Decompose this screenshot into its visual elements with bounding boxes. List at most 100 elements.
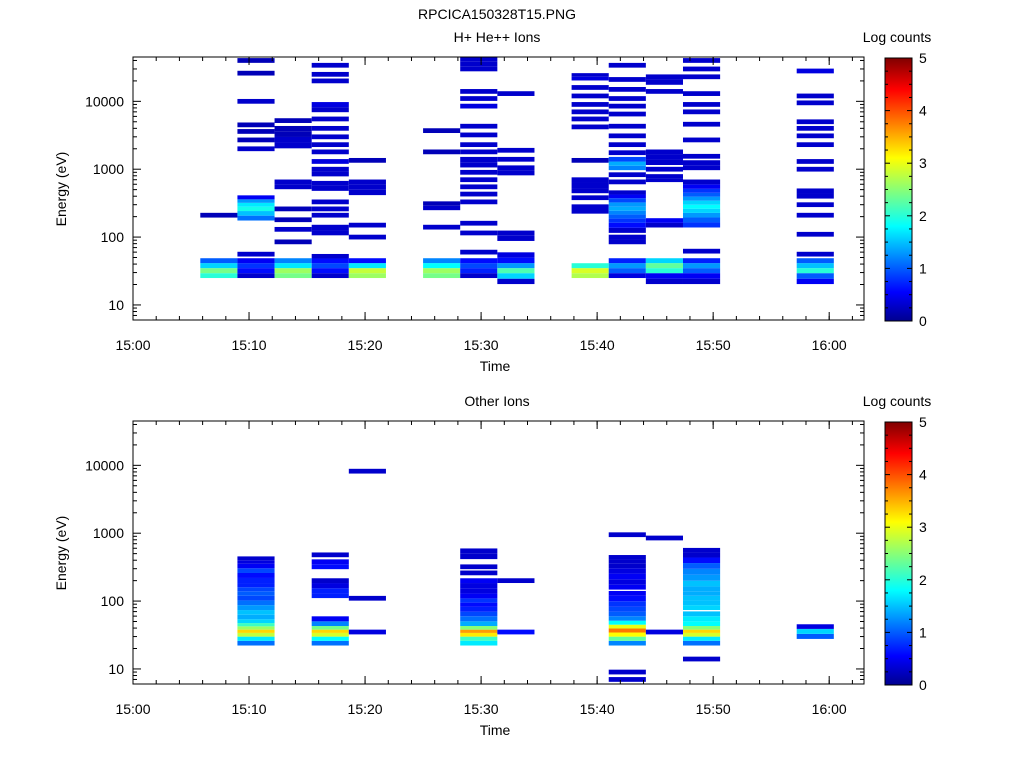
heatmap-cell [311,212,349,218]
heatmap-cell [237,605,275,611]
heatmap-cell [645,174,683,179]
colorbar-tick-label: 0 [919,677,927,693]
heatmap-cell [682,268,721,274]
heatmap-cell [237,273,275,279]
heatmap-cell [645,178,683,183]
heatmap-cell [237,563,275,569]
heatmap-cell [682,563,721,569]
colorbar [884,57,913,322]
heatmap-cell [608,624,646,629]
heatmap-cell [460,268,498,274]
heatmap-cell [645,218,683,223]
heatmap-cell [237,640,275,646]
heatmap-cell [460,629,498,633]
heatmap-cell [645,159,683,165]
heatmap-cell [682,656,721,662]
heatmap-cell [274,125,312,132]
panel-title: Other Ions [464,393,529,409]
heatmap-cell [682,640,721,646]
heatmap-cell [682,196,721,201]
heatmap-cell [311,588,349,594]
heatmap-cell [571,188,609,194]
heatmap-cell [311,629,349,633]
heatmap-cell [237,595,275,601]
heatmap-cell [796,268,834,274]
heatmap-cell [311,268,349,274]
colorbar-tick-label: 1 [919,624,927,640]
heatmap-cell [682,74,721,80]
heatmap-cell [682,574,721,581]
plot-frame [132,56,865,321]
heatmap-cell [460,230,498,236]
heatmap-cell [460,583,498,589]
heatmap-cell [423,201,461,206]
heatmap-cell [311,166,349,172]
heatmap-cell [311,78,349,84]
heatmap-cell [460,588,498,594]
colorbar-tick-label: 4 [919,103,927,119]
heatmap-cell [237,268,275,274]
x-tick-label: 15:20 [348,337,383,353]
heatmap-cell [608,179,646,185]
heatmap-cell [460,249,498,255]
heatmap-cell [460,263,498,269]
heatmap-cell [645,74,683,80]
heatmap-cell [571,124,609,130]
heatmap-cell [571,109,609,115]
heatmap-cell [460,616,498,622]
heatmap-cell [796,273,834,279]
x-tick-label: 16:00 [812,337,847,353]
heatmap-cell [311,134,349,140]
heatmap-cell [497,273,535,279]
heatmap-cell [608,202,646,207]
heatmap-cell [682,160,721,166]
heatmap-cell [682,580,721,587]
heatmap-cell [311,559,349,565]
colorbar-ticks: 0 1 2 3 4 5 [885,414,927,693]
colorbar-tick-label: 5 [919,414,927,430]
heatmap-cell [682,248,721,254]
heatmap-cell [237,202,275,207]
heatmap-cell [571,157,609,163]
heatmap-cell [682,591,721,596]
heatmap-cell [608,77,646,82]
heatmap-cell [460,156,498,163]
heatmap-cell [348,234,386,240]
heatmap-cell [682,188,721,193]
heatmap-cell [311,125,349,131]
heatmap-cell [682,153,721,159]
heatmap-cell [608,133,646,139]
colorbar-tick-label: 4 [919,467,927,483]
heatmap-cell [682,258,721,264]
colorbar-tick-label: 5 [919,50,927,66]
heatmap-cell [682,184,721,189]
heatmap-cell [237,591,275,596]
heatmap-cell [608,206,646,211]
heatmap-cell [274,142,312,149]
figure-title: RPCICA150328T15.PNG [418,6,576,22]
heatmap-cell [497,578,535,584]
heatmap-cell [460,57,498,62]
heatmap-cell [682,557,721,564]
heatmap-cell [311,564,349,570]
heatmap-cell [497,91,535,96]
heatmap-cell [645,273,683,279]
heatmap-cell [608,669,646,675]
x-tick-label: 15:10 [232,701,267,717]
heatmap-cell [423,224,461,230]
heatmap-cell [608,568,646,574]
heatmap-cell [460,191,498,197]
heatmap-cell [682,568,721,575]
x-tick-label: 16:00 [812,701,847,717]
heatmap-cell [796,251,834,257]
heatmap-cell [497,278,535,285]
x-tick-label: 15:10 [232,337,267,353]
heatmap-cell [348,273,386,279]
heatmap-cell [608,190,646,195]
heatmap-cell [608,198,646,203]
x-tick-label: 15:30 [464,337,499,353]
heatmap-cell [571,273,609,279]
heatmap-cell [348,189,386,196]
heatmap-cell [348,629,386,635]
heatmap-cell [237,258,275,264]
